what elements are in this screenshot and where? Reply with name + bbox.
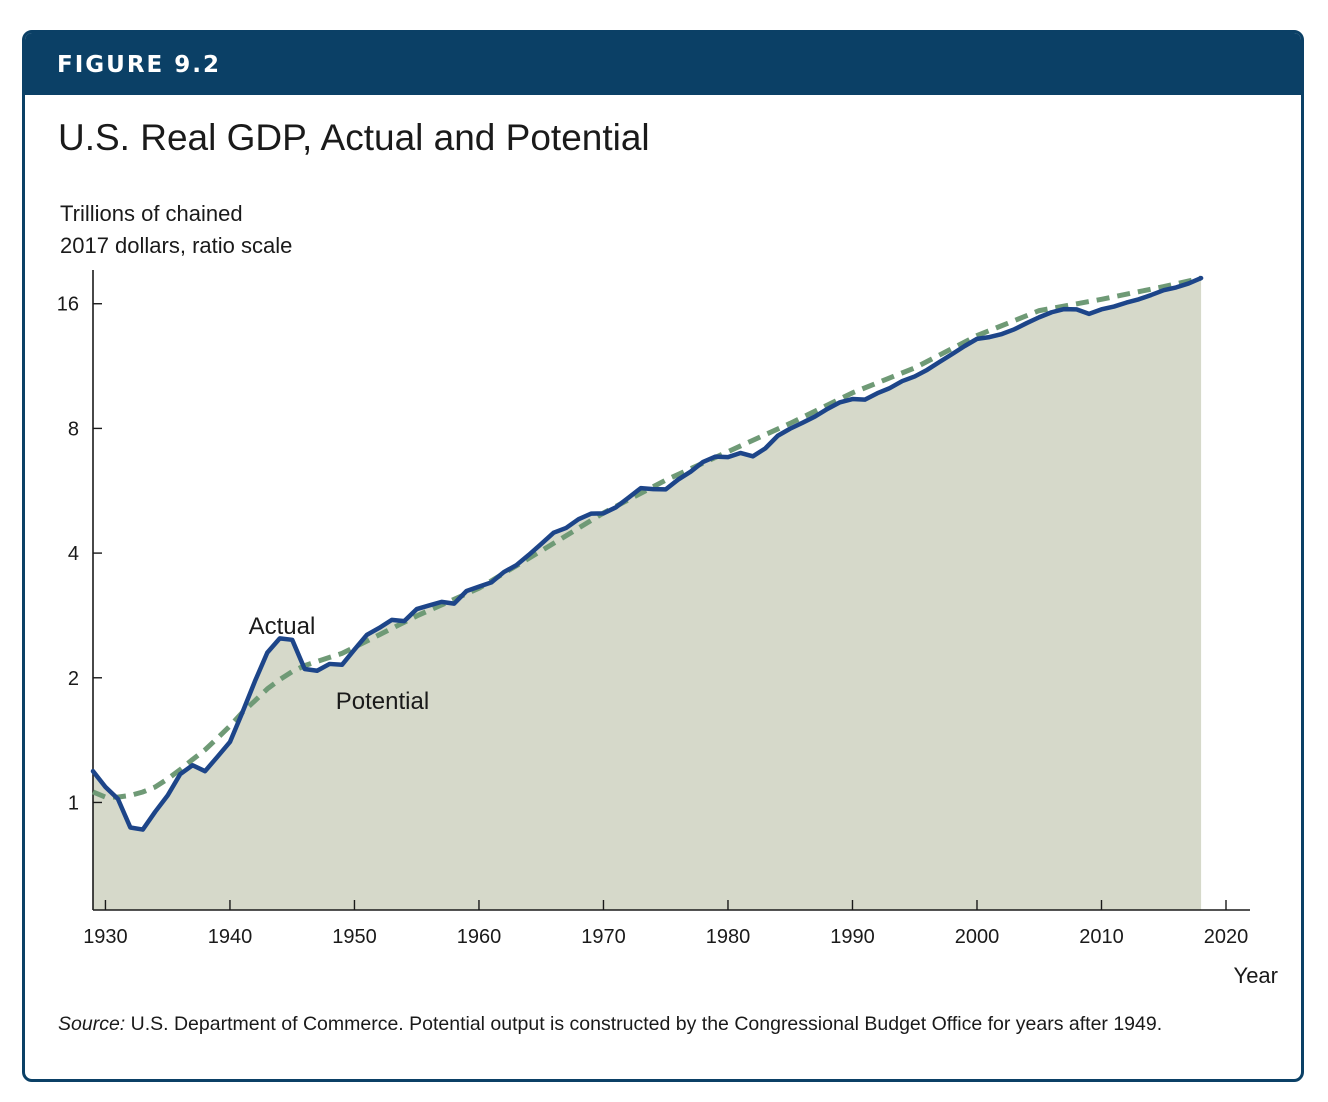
y-tick-label-4: 4 bbox=[68, 543, 79, 565]
x-tick-label-1930: 1930 bbox=[83, 926, 128, 948]
y-axis-label-line-1: Trillions of chained bbox=[60, 201, 243, 226]
x-tick-label-1990: 1990 bbox=[830, 926, 875, 948]
x-tick-label-2010: 2010 bbox=[1079, 926, 1124, 948]
area-under-actual bbox=[93, 278, 1202, 911]
source-note: Source: U.S. Department of Commerce. Pot… bbox=[58, 1010, 1278, 1038]
x-tick-label-1960: 1960 bbox=[457, 926, 502, 948]
x-tick-label-1980: 1980 bbox=[706, 926, 751, 948]
y-axis-label-line-2: 2017 dollars, ratio scale bbox=[60, 233, 293, 258]
chart-title: U.S. Real GDP, Actual and Potential bbox=[58, 117, 650, 158]
x-axis-label: Year bbox=[1234, 963, 1278, 988]
x-tick-label-1940: 1940 bbox=[208, 926, 253, 948]
x-tick-label-1950: 1950 bbox=[332, 926, 377, 948]
source-prefix: Source: bbox=[58, 1013, 126, 1035]
figure-header-band: FIGURE 9.2 bbox=[25, 33, 1301, 95]
y-tick-label-2: 2 bbox=[68, 668, 79, 690]
series-line-potential bbox=[92, 275, 1202, 800]
annotation-actual: Actual bbox=[249, 613, 316, 640]
y-tick-label-16: 16 bbox=[57, 294, 79, 316]
y-tick-label-1: 1 bbox=[68, 792, 79, 814]
series-line-actual bbox=[90, 275, 1204, 832]
y-tick-label-8: 8 bbox=[68, 418, 79, 440]
annotation-potential: Potential bbox=[336, 688, 429, 715]
x-tick-label-1970: 1970 bbox=[581, 926, 626, 948]
figure-label: FIGURE 9.2 bbox=[57, 52, 221, 78]
x-tick-label-2000: 2000 bbox=[955, 926, 1000, 948]
y-axis-label: Trillions of chained 2017 dollars, ratio… bbox=[60, 198, 292, 262]
source-text: U.S. Department of Commerce. Potential o… bbox=[125, 1013, 1163, 1035]
x-tick-label-2020: 2020 bbox=[1204, 926, 1249, 948]
